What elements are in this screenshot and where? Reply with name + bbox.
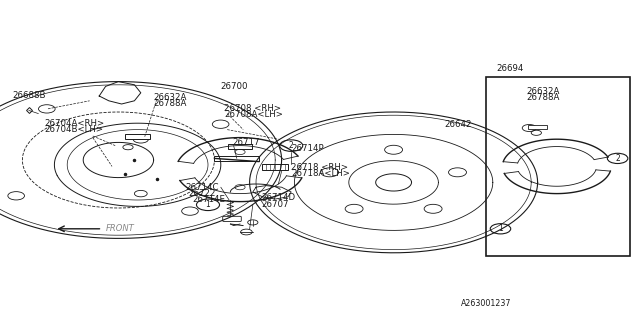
- FancyBboxPatch shape: [528, 125, 547, 129]
- FancyBboxPatch shape: [262, 164, 288, 170]
- FancyBboxPatch shape: [486, 77, 630, 256]
- Text: 26688B: 26688B: [13, 92, 46, 100]
- FancyBboxPatch shape: [228, 144, 252, 149]
- Text: 26714C: 26714C: [186, 183, 219, 192]
- Text: 26708 <RH>: 26708 <RH>: [224, 104, 281, 113]
- Text: A263001237: A263001237: [461, 300, 511, 308]
- Text: 26718 <RH>: 26718 <RH>: [291, 164, 348, 172]
- FancyBboxPatch shape: [223, 216, 241, 221]
- Text: 26704A<RH>: 26704A<RH>: [45, 119, 105, 128]
- Text: 1: 1: [498, 224, 503, 233]
- Text: 26717: 26717: [232, 138, 260, 147]
- Text: 26722: 26722: [189, 189, 216, 198]
- Text: 26704B<LH>: 26704B<LH>: [45, 125, 104, 134]
- Text: 26714P: 26714P: [291, 144, 324, 153]
- Text: 26708A<LH>: 26708A<LH>: [224, 110, 283, 119]
- Text: 2: 2: [615, 154, 620, 163]
- Text: 26632A: 26632A: [154, 93, 187, 102]
- Text: 26788A: 26788A: [526, 93, 559, 102]
- Circle shape: [518, 196, 535, 204]
- FancyBboxPatch shape: [125, 134, 150, 139]
- Text: 2: 2: [289, 141, 294, 150]
- Text: 1: 1: [205, 200, 211, 209]
- Text: 26714E: 26714E: [192, 196, 225, 204]
- FancyBboxPatch shape: [214, 156, 259, 161]
- Text: 26718A<LH>: 26718A<LH>: [291, 169, 350, 178]
- Text: FRONT: FRONT: [106, 224, 134, 233]
- Text: 26642: 26642: [445, 120, 472, 129]
- Text: 26632A: 26632A: [526, 87, 559, 96]
- Text: 26694: 26694: [496, 64, 524, 73]
- Text: 26714D: 26714D: [261, 193, 295, 202]
- Text: 26788A: 26788A: [154, 100, 187, 108]
- Text: 26700: 26700: [221, 82, 248, 91]
- Text: 26707: 26707: [261, 200, 289, 209]
